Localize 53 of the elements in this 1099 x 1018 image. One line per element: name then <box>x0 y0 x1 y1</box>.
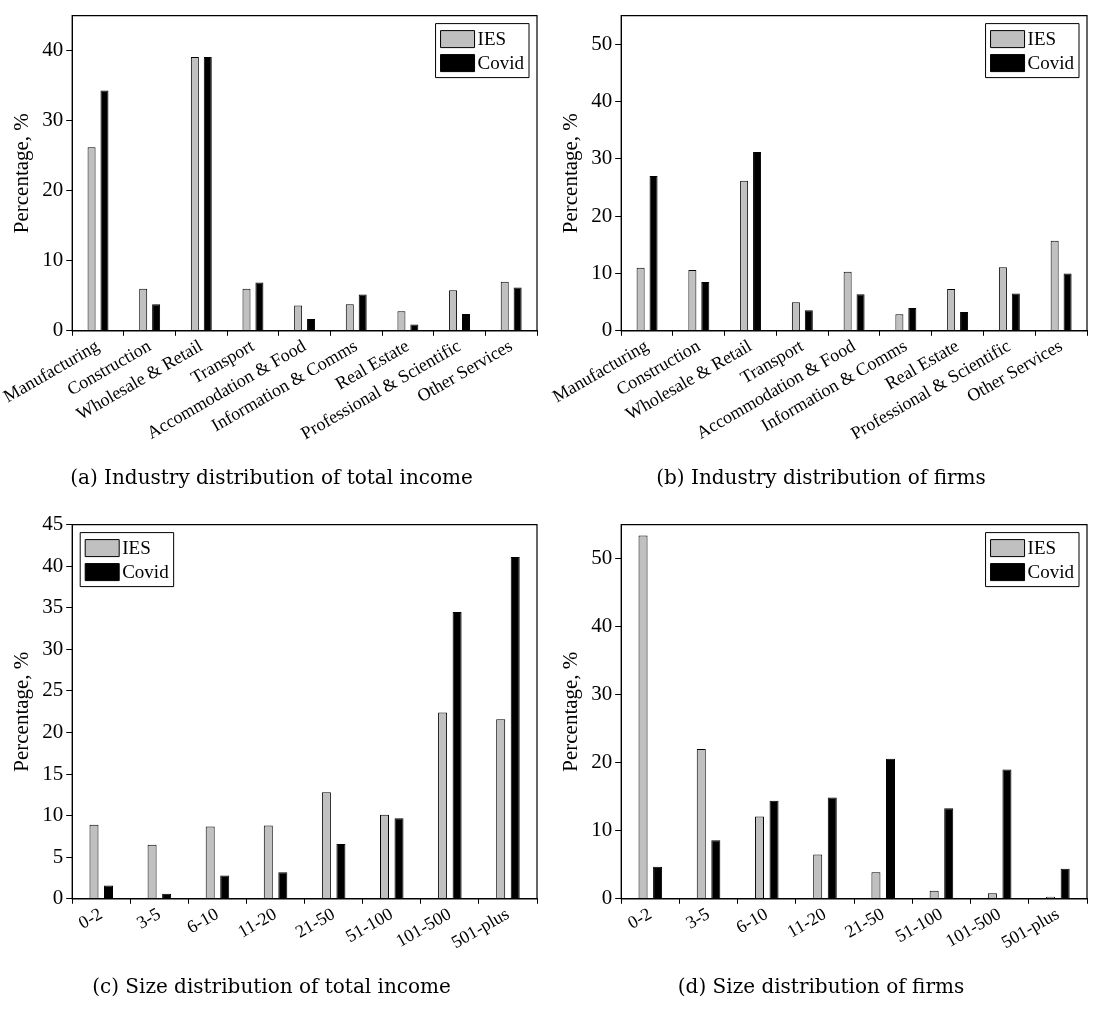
y-tick-label: 10 <box>591 260 613 285</box>
y-axis-title: Percentage, % <box>9 651 34 772</box>
x-tick-label: 6-10 <box>183 903 222 938</box>
x-tick-label: 3-5 <box>682 903 713 933</box>
y-tick-label: 0 <box>52 317 64 342</box>
x-tick-label: 3-5 <box>132 903 164 933</box>
y-tick-label: 40 <box>591 88 613 113</box>
y-axis-title: Percentage, % <box>558 113 583 234</box>
text: (c) Size distribution of total income <box>92 974 451 999</box>
y-tick-label: 35 <box>42 594 64 619</box>
x-tick-label: 21-50 <box>841 903 888 942</box>
x-tick-label: 11-20 <box>783 903 830 942</box>
legend-label: Covid <box>477 52 525 74</box>
y-tick-label: 30 <box>591 145 613 170</box>
x-tick-label: 0-2 <box>74 903 106 933</box>
y-tick-label: 5 <box>52 843 64 868</box>
y-tick-label: 0 <box>601 885 613 910</box>
y-tick-label: 40 <box>42 37 64 62</box>
y-tick-label: 30 <box>591 681 613 706</box>
y-tick-label: 20 <box>42 719 64 743</box>
y-tick-label: 40 <box>591 613 613 638</box>
y-tick-label: 25 <box>42 677 64 702</box>
y-tick-label: 20 <box>591 202 613 227</box>
y-tick-label: 0 <box>601 317 613 342</box>
y-tick-label: 20 <box>591 749 613 774</box>
y-tick-label: 10 <box>42 802 64 827</box>
y-tick-label: 10 <box>591 817 613 842</box>
legend-label: Covid <box>122 561 170 583</box>
y-tick-label: 20 <box>42 177 64 202</box>
y-tick-label: 30 <box>42 107 64 132</box>
y-tick-label: 0 <box>52 885 64 910</box>
legend-label: Covid <box>1027 52 1075 74</box>
legend-label: IES <box>477 28 507 50</box>
legend-label: IES <box>122 537 151 559</box>
text: (b) Industry distribution of firms <box>656 465 986 490</box>
y-tick-label: 40 <box>42 552 64 577</box>
text: (a) Industry distribution of total income <box>70 465 473 490</box>
x-tick-label: 11-20 <box>234 903 280 942</box>
y-tick-label: 45 <box>42 511 64 536</box>
y-tick-label: 50 <box>591 545 613 570</box>
y-axis-title: Percentage, % <box>558 651 583 772</box>
legend-label: IES <box>1027 28 1057 50</box>
y-axis-title: Percentage, % <box>9 113 34 234</box>
x-tick-label: 0-2 <box>623 903 655 933</box>
x-tick-label: 6-10 <box>732 903 772 938</box>
y-tick-label: 15 <box>42 760 64 785</box>
legend-label: IES <box>1027 537 1057 559</box>
text: (d) Size distribution of firms <box>677 974 965 999</box>
x-tick-label: 21-50 <box>291 903 339 942</box>
y-tick-label: 30 <box>42 635 64 660</box>
y-tick-label: 50 <box>591 30 613 55</box>
legend-label: Covid <box>1027 561 1075 583</box>
y-tick-label: 10 <box>42 247 64 272</box>
